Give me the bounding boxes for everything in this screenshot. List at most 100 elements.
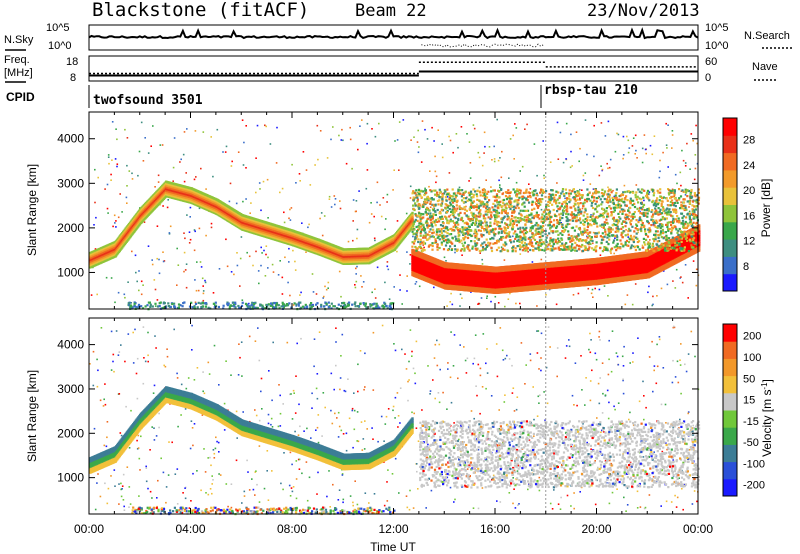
power-echo-cell — [642, 162, 644, 164]
beam-label: Beam 22 — [355, 1, 427, 21]
power-echo-cell — [148, 152, 150, 154]
power-echo-cell — [242, 119, 244, 121]
power-echo-cell — [114, 215, 116, 217]
power-echo-cell — [642, 148, 644, 150]
power-echo-cell — [434, 156, 436, 158]
power-echo-cell — [386, 201, 388, 203]
power-echo-cell — [473, 124, 475, 126]
power-echo-cell — [433, 140, 435, 142]
power-echo-cell — [355, 211, 357, 213]
power-echo-cell — [93, 224, 95, 226]
power-echo-cell — [356, 200, 358, 202]
power-echo-cell — [515, 303, 517, 305]
power-echo-cell — [675, 287, 677, 289]
power-echo-cell — [667, 166, 669, 168]
power-echo-cell — [283, 212, 285, 214]
nsearch-tick-bottom: 10^0 — [705, 40, 729, 52]
power-echo-cell — [115, 158, 117, 160]
power-echo-cell — [203, 300, 205, 302]
power-echo-cell — [106, 277, 108, 279]
power-echo-cell — [118, 217, 120, 219]
power-echo-cell — [255, 157, 257, 159]
power-echo-cell — [570, 134, 572, 136]
power-echo-cell — [306, 169, 308, 171]
power-echo-cell — [636, 184, 638, 186]
power-echo-cell — [610, 253, 612, 255]
power-echo-cell — [441, 143, 443, 145]
power-echo-cell — [520, 253, 522, 255]
power-echo-cell — [110, 174, 112, 176]
power-echo-cell — [676, 269, 678, 271]
power-echo-cell — [659, 177, 661, 179]
power-echo-cell — [211, 227, 213, 229]
power-echo-cell — [231, 165, 233, 167]
power-echo-cell — [415, 283, 417, 285]
power-echo-cell — [124, 129, 126, 131]
power-echo-cell — [185, 269, 187, 271]
power-echo-cell — [152, 125, 154, 127]
power-echo-cell — [410, 254, 412, 256]
power-echo-cell — [107, 184, 109, 186]
power-echo-cell — [459, 305, 461, 307]
power-echo-cell — [591, 293, 593, 295]
power-echo-cell — [194, 179, 196, 181]
power-echo-cell — [413, 136, 415, 138]
power-echo-cell — [461, 126, 463, 128]
power-echo-cell — [240, 258, 242, 260]
power-echo-cell — [185, 172, 187, 174]
power-echo-cell — [162, 251, 164, 253]
cpid-label: CPID — [6, 90, 35, 104]
power-echo-cell — [126, 202, 128, 204]
power-echo-cell — [324, 215, 326, 217]
power-echo-cell — [377, 182, 379, 184]
power-echo-cell — [519, 303, 521, 305]
power-echo-cell — [159, 273, 161, 275]
power-echo-cell — [486, 295, 488, 297]
power-echo-cell — [257, 125, 259, 127]
power-echo-cell — [154, 279, 156, 281]
power-echo-cell — [121, 211, 123, 213]
power-echo-cell — [593, 156, 595, 158]
power-echo-cell — [114, 302, 116, 304]
power-echo-cell — [124, 294, 126, 296]
power-echo-cell — [419, 286, 421, 288]
power-echo-cell — [189, 231, 191, 233]
power-echo-cell — [310, 184, 312, 186]
nsky-tick-top: 10^5 — [46, 22, 70, 34]
power-echo-cell — [573, 294, 575, 296]
power-echo-cell — [186, 287, 188, 289]
power-echo-cell — [156, 258, 158, 260]
power-echo-cell — [202, 278, 204, 280]
power-echo-cell — [541, 209, 543, 211]
power-echo-cell — [110, 179, 112, 181]
power-echo-cell — [445, 260, 447, 262]
power-panel: 1000200030004000 Slant Range [km] 812162… — [25, 112, 773, 310]
power-echo-cell — [183, 271, 185, 273]
power-echo-cell — [680, 201, 682, 203]
power-echo-cell — [508, 177, 510, 179]
nsky-panel: N.Sky 10^5 10^0 10^5 10^0 N.Search — [4, 22, 792, 52]
power-echo-cell — [94, 169, 96, 171]
power-echo-cell — [144, 137, 146, 139]
power-echo-cell — [276, 162, 278, 164]
power-echo-cell — [242, 201, 244, 203]
power-echo-cell — [558, 158, 560, 160]
power-echo-cell — [459, 187, 461, 189]
power-echo-cell — [236, 203, 238, 205]
power-echo-cell — [394, 140, 396, 142]
power-echo-cell — [565, 158, 567, 160]
power-echo-cell — [127, 281, 129, 283]
power-echo-cell — [265, 126, 267, 128]
power-echo-cell — [526, 124, 528, 126]
power-echo-cell — [329, 198, 331, 200]
power-echo-cell — [334, 204, 336, 206]
power-echo-cell — [482, 263, 484, 265]
power-echo-cell — [409, 263, 411, 265]
power-echo-cell — [295, 269, 297, 271]
power-echo-cell — [422, 120, 424, 122]
power-echo-cell — [607, 168, 609, 170]
power-echo-cell — [375, 297, 377, 299]
power-echo-cell — [652, 296, 654, 298]
power-echo-cell — [127, 137, 129, 139]
power-echo-cell — [672, 280, 674, 282]
